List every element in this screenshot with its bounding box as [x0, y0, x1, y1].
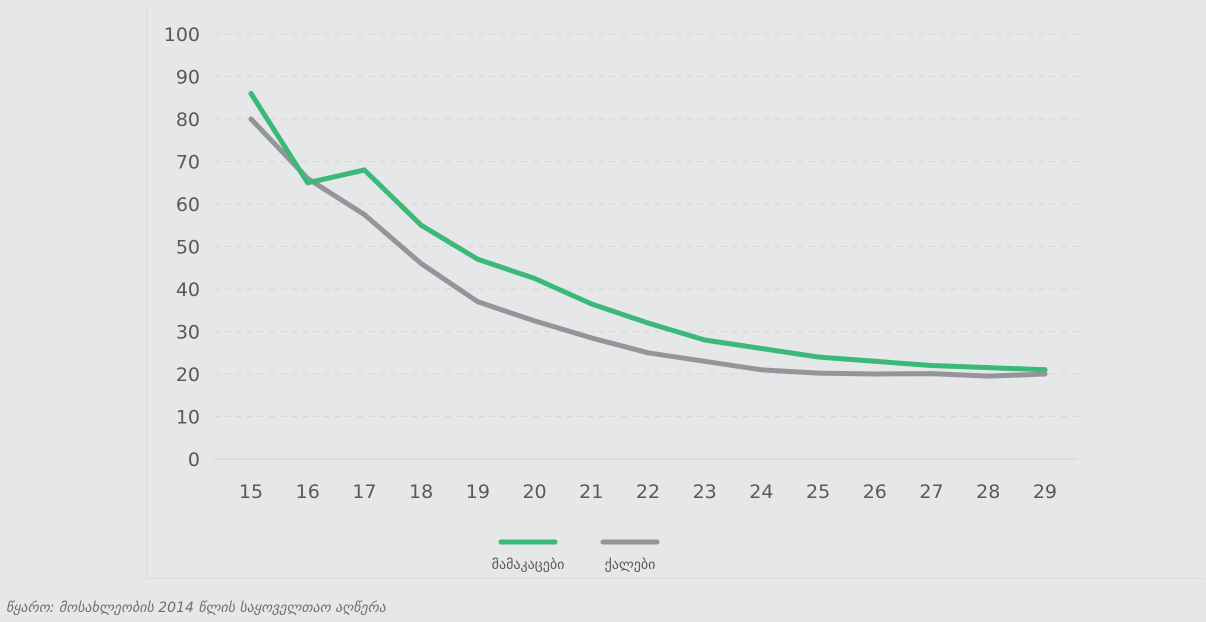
data-point [1042, 371, 1048, 377]
y-tick-label: 10 [176, 407, 200, 429]
y-tick-label: 40 [176, 279, 200, 301]
data-point [305, 180, 311, 186]
x-tick-label: 25 [806, 481, 830, 503]
legend-label: მამაკაცები [492, 557, 565, 573]
data-point [758, 367, 764, 373]
data-point [645, 350, 651, 356]
data-point [588, 335, 594, 341]
x-tick-label: 17 [352, 481, 376, 503]
x-tick-label: 18 [409, 481, 433, 503]
x-tick-label: 22 [636, 481, 660, 503]
y-axis-ticks: 0 10 20 30 40 50 60 70 80 90 100 [164, 24, 200, 471]
y-tick-label: 30 [176, 322, 200, 344]
series-line-1 [248, 116, 1048, 379]
data-point [645, 320, 651, 326]
data-point [1042, 367, 1048, 373]
data-point [532, 275, 538, 281]
data-point [985, 365, 991, 371]
data-point [815, 354, 821, 360]
y-tick-label: 80 [176, 109, 200, 131]
data-point [929, 363, 935, 368]
y-tick-label: 70 [176, 152, 200, 174]
y-tick-label: 0 [188, 449, 200, 471]
chart-panel [146, 4, 1205, 579]
data-point [248, 91, 254, 96]
data-point [985, 373, 991, 379]
data-point [475, 256, 481, 262]
series-line-0 [248, 91, 1048, 373]
y-tick-label: 100 [164, 24, 200, 46]
x-tick-label: 26 [863, 481, 887, 503]
data-point [532, 318, 538, 324]
gridlines [214, 33, 1078, 460]
data-point [702, 337, 708, 343]
x-tick-label: 29 [1033, 481, 1057, 503]
x-tick-label: 27 [919, 481, 943, 503]
data-point [361, 212, 367, 218]
data-point [702, 358, 708, 364]
data-point [929, 371, 935, 377]
source-note: წყარო: მოსახლეობის 2014 წლის საყოველთაო … [6, 600, 386, 616]
y-tick-label: 90 [176, 67, 200, 89]
data-point [418, 222, 424, 228]
x-tick-label: 16 [296, 481, 320, 503]
series-lines [248, 91, 1048, 379]
x-tick-label: 15 [239, 481, 263, 503]
x-tick-label: 28 [976, 481, 1000, 503]
data-point [361, 167, 367, 173]
x-tick-label: 21 [579, 481, 603, 503]
x-tick-label: 24 [749, 481, 773, 503]
data-point [758, 346, 764, 351]
data-point [248, 116, 254, 122]
data-point [588, 301, 594, 307]
data-point [872, 358, 878, 364]
legend-label: ქალები [605, 557, 656, 573]
legend: მამაკაცები ქალები [492, 539, 660, 573]
data-point [815, 370, 821, 376]
x-tick-label: 23 [693, 481, 717, 503]
x-axis-ticks: 15 16 17 18 19 20 21 22 23 24 25 26 27 28 29 [239, 481, 1057, 503]
y-tick-label: 20 [176, 364, 200, 386]
line-chart: 0 10 20 30 40 50 60 70 80 90 100 15 16 17 18 19 20 21 22 2… [164, 24, 1078, 573]
data-point [872, 371, 878, 377]
x-tick-label: 20 [522, 481, 546, 503]
y-tick-label: 50 [176, 237, 200, 259]
data-point [475, 299, 481, 305]
x-tick-label: 19 [466, 481, 490, 503]
y-tick-label: 60 [176, 194, 200, 216]
data-point [418, 261, 424, 266]
